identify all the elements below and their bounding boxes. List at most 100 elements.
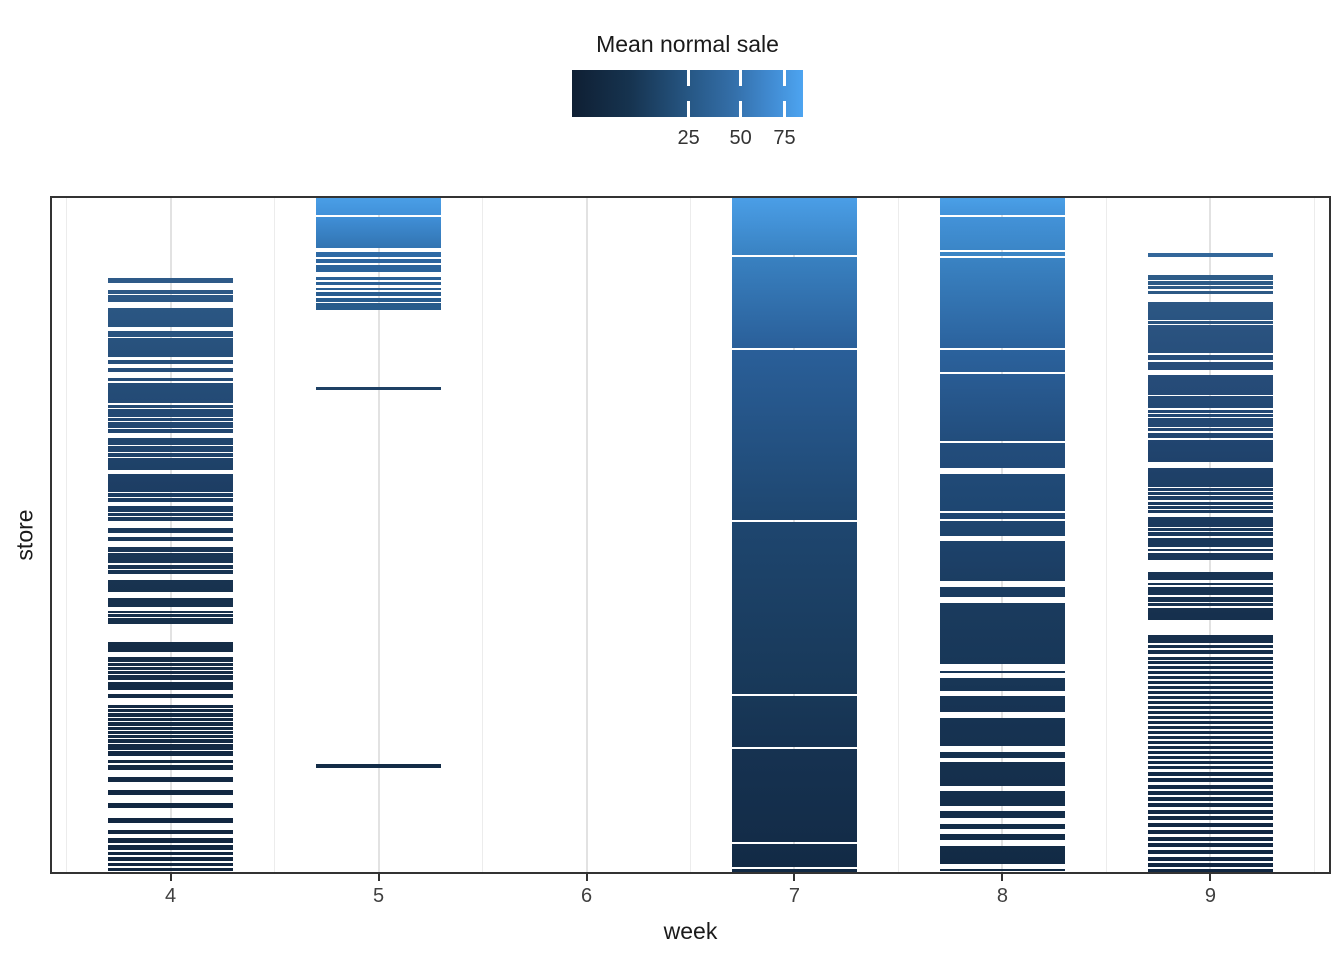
store-tile [940, 696, 1065, 712]
store-tile [1148, 510, 1273, 513]
store-tile [1148, 428, 1273, 431]
store-tile [108, 368, 233, 372]
store-tile [108, 713, 233, 717]
store-tile [1148, 587, 1273, 595]
store-tile [108, 493, 233, 497]
store-tile [1148, 676, 1273, 679]
store-tile [108, 360, 233, 364]
store-tile [940, 258, 1065, 348]
store-tile [940, 869, 1065, 871]
store-tile [1148, 532, 1273, 536]
x-tick-label: 6 [580, 885, 593, 907]
store-tile [316, 259, 441, 263]
store-tile [1148, 869, 1273, 872]
store-tile [108, 790, 233, 795]
store-tile [108, 517, 233, 521]
store-tile [940, 374, 1065, 441]
store-tile [1148, 275, 1273, 280]
store-tile [108, 618, 233, 624]
store-tile [1148, 766, 1273, 769]
store-tile [1148, 797, 1273, 801]
store-tile [108, 498, 233, 502]
store-tile [940, 762, 1065, 786]
store-tile [1148, 597, 1273, 602]
store-tile [108, 429, 233, 433]
store-tile [316, 277, 441, 280]
store-tile [1148, 488, 1273, 491]
store-tile [108, 474, 233, 492]
store-tile [108, 818, 233, 823]
store-tile [940, 196, 1065, 215]
store-tile [940, 252, 1065, 256]
store-tile [108, 418, 233, 421]
gridline [482, 196, 484, 874]
store-tile [108, 663, 233, 666]
store-tile [1148, 701, 1273, 704]
store-tile [108, 830, 233, 834]
store-tile [940, 791, 1065, 806]
legend-tick-mark [739, 101, 743, 117]
store-tile [108, 852, 233, 855]
legend-tick-mark [687, 101, 691, 117]
store-tile [108, 338, 233, 357]
store-tile [1148, 756, 1273, 759]
store-tile [316, 387, 441, 390]
store-tile [108, 570, 233, 574]
store-tile [1148, 645, 1273, 648]
store-tile [940, 541, 1065, 581]
store-tile [732, 350, 857, 520]
store-tile [108, 722, 233, 726]
store-tile [108, 667, 233, 670]
store-tile [1148, 741, 1273, 744]
gridline [1105, 196, 1107, 874]
store-tile [1148, 302, 1273, 320]
store-tile [1148, 506, 1273, 509]
store-tile [108, 405, 233, 408]
store-tile [108, 838, 233, 843]
store-tile [108, 295, 233, 302]
store-tile [1148, 325, 1273, 353]
store-tile [1148, 375, 1273, 395]
store-tile [1148, 355, 1273, 360]
store-tile [108, 278, 233, 283]
x-tick-mark [1209, 874, 1212, 881]
store-tile [108, 528, 233, 533]
x-tick-mark [793, 874, 796, 881]
store-tile [1148, 830, 1273, 834]
store-tile [108, 705, 233, 708]
store-tile [1148, 468, 1273, 487]
store-tile [940, 217, 1065, 250]
store-tile [1148, 517, 1273, 527]
store-tile [108, 765, 233, 770]
store-tile [1148, 583, 1273, 585]
store-tile [1148, 746, 1273, 749]
store-tile [1148, 496, 1273, 500]
store-tile [1148, 726, 1273, 729]
store-tile [1148, 666, 1273, 669]
x-tick-mark [585, 874, 588, 881]
store-tile [1148, 538, 1273, 547]
store-tile [1148, 810, 1273, 814]
store-tile [108, 446, 233, 452]
store-tile [1148, 681, 1273, 684]
store-tile [108, 642, 233, 652]
store-tile [1148, 843, 1273, 847]
store-tile [732, 844, 857, 867]
store-tile [108, 537, 233, 541]
store-tile [1148, 686, 1273, 689]
store-tile [1148, 492, 1273, 495]
x-tick-label: 4 [165, 885, 177, 907]
x-tick-mark [1001, 874, 1004, 881]
store-tile [1148, 433, 1273, 438]
store-tile [316, 292, 441, 296]
store-tile [1148, 281, 1273, 285]
store-tile [1148, 823, 1273, 827]
store-tile [316, 303, 441, 310]
store-tile [1148, 716, 1273, 719]
legend-tick-label: 75 [773, 127, 796, 149]
store-tile [108, 547, 233, 552]
store-tile [108, 580, 233, 592]
legend-tick-mark [783, 101, 787, 117]
store-tile [108, 727, 233, 730]
